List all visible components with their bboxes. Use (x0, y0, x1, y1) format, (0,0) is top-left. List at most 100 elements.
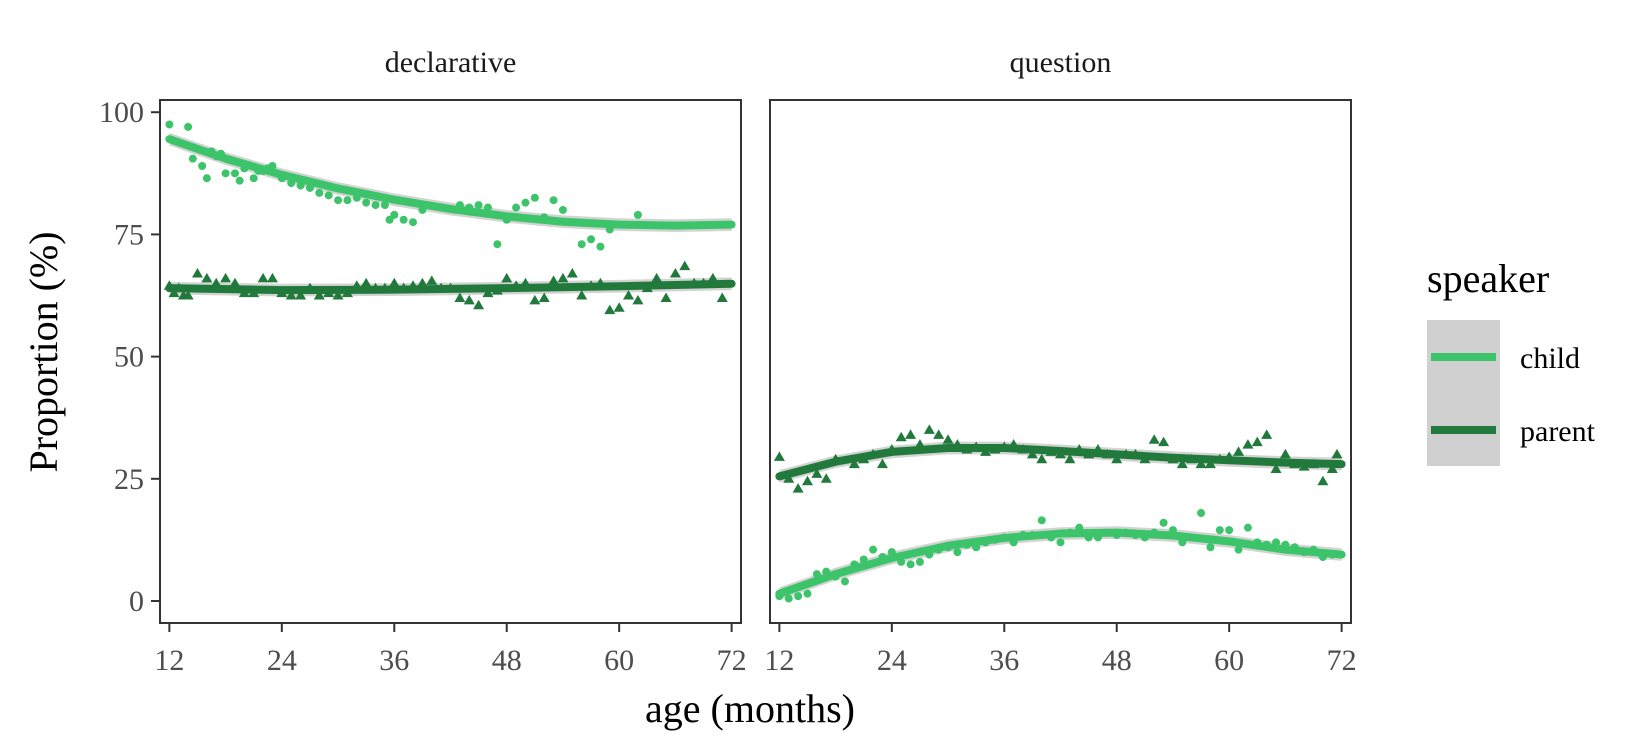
data-point-child (399, 215, 408, 224)
data-point-child (1234, 545, 1243, 554)
x-tick-label: 24 (877, 644, 907, 677)
data-point-parent (1036, 453, 1048, 464)
data-point-parent (1064, 453, 1076, 464)
data-point-parent (895, 431, 907, 442)
y-tick-label: 25 (114, 463, 144, 496)
data-point-child (235, 176, 244, 185)
data-point-parent (191, 268, 203, 278)
confidence-band-child (779, 526, 1342, 601)
data-point-child (184, 122, 193, 131)
data-point-child (343, 196, 352, 205)
data-point-parent (1158, 436, 1170, 447)
data-point-child (1056, 538, 1065, 547)
data-point-parent (220, 272, 232, 283)
legend-title: speaker (1427, 256, 1549, 301)
x-tick-label: 60 (1214, 644, 1244, 677)
y-tick-label: 0 (129, 585, 144, 618)
data-point-parent (1176, 458, 1188, 469)
data-point-parent (210, 277, 222, 288)
data-point-child (221, 169, 230, 178)
data-point-child (521, 198, 530, 207)
data-point-child (633, 210, 642, 219)
data-point-child (249, 174, 258, 183)
data-point-child (1215, 526, 1224, 535)
data-point-parent (201, 272, 213, 283)
panel-border (769, 99, 1352, 624)
data-point-child (558, 205, 567, 214)
data-point-parent (651, 272, 663, 283)
data-point-parent (313, 290, 325, 300)
facet-declarative: declarative 12 24 36 48 60 72 0 25 50 75 100 (99, 46, 747, 677)
data-point-parent (168, 287, 180, 298)
data-point-child (334, 196, 343, 205)
data-point-parent (454, 292, 466, 302)
data-point-parent (1233, 446, 1245, 456)
data-point-parent (905, 429, 917, 439)
data-point-parent (933, 429, 945, 439)
data-point-parent (360, 277, 372, 288)
data-point-parent (538, 292, 550, 302)
data-point-parent (416, 277, 428, 288)
facets: declarative 12 24 36 48 60 72 0 25 50 75 100 questio… (99, 46, 1357, 677)
data-point-parent (1148, 434, 1160, 444)
data-point-parent (1251, 436, 1263, 447)
data-point-child (587, 235, 596, 244)
data-point-parent (1261, 429, 1273, 439)
data-point-child (784, 594, 793, 603)
data-point-parent (876, 458, 888, 469)
facet-title: question (1010, 46, 1112, 79)
data-point-parent (1279, 448, 1291, 459)
trend-line-child (775, 528, 1346, 598)
data-point-child (165, 120, 174, 129)
data-point-child (794, 592, 803, 601)
data-point-child (840, 577, 849, 586)
data-point-parent (632, 294, 644, 305)
data-point-parent (811, 468, 823, 478)
data-point-parent (229, 277, 241, 288)
confidence-band-child (169, 132, 732, 232)
data-point-parent (1195, 458, 1207, 469)
data-point-parent (848, 458, 860, 469)
data-point-parent (669, 268, 681, 278)
data-point-child (315, 188, 324, 197)
data-point-child (549, 196, 558, 205)
data-point-child (1225, 526, 1234, 535)
data-point-child (803, 589, 812, 598)
data-point-parent (388, 277, 400, 288)
x-tick-label: 48 (1102, 644, 1132, 677)
data-point-parent (463, 294, 475, 305)
data-point-parent (566, 268, 578, 278)
data-point-parent (679, 260, 691, 271)
data-point-child (530, 193, 539, 202)
data-point-parent (1111, 453, 1123, 464)
x-tick-label: 12 (154, 644, 184, 677)
data-point-parent (623, 290, 635, 300)
y-tick-label: 75 (114, 218, 144, 251)
legend-items: child parent (1431, 342, 1596, 448)
data-point-parent (660, 292, 672, 302)
trend-line-parent (775, 444, 1346, 481)
data-point-parent (716, 292, 728, 302)
data-point-parent (1026, 448, 1038, 459)
data-point-child (409, 218, 418, 227)
data-point-parent (182, 290, 194, 300)
legend-key-background (1427, 320, 1500, 466)
x-axis-title: age (months) (645, 686, 855, 731)
data-point-child (869, 545, 878, 554)
data-point-child (1037, 516, 1046, 525)
data-point-child (390, 210, 399, 219)
data-point-parent (295, 290, 307, 300)
data-point-parent (266, 272, 278, 283)
data-point-parent (604, 304, 616, 315)
data-point-child (577, 240, 586, 249)
data-point-parent (792, 483, 804, 493)
data-point-child (324, 191, 333, 200)
data-point-parent (285, 290, 297, 300)
data-point-parent (426, 275, 438, 285)
data-point-child (915, 557, 924, 566)
data-point-child (1243, 523, 1252, 532)
facet-title: declarative (385, 46, 517, 79)
data-point-parent (501, 272, 513, 283)
data-point-parent (1242, 439, 1254, 449)
